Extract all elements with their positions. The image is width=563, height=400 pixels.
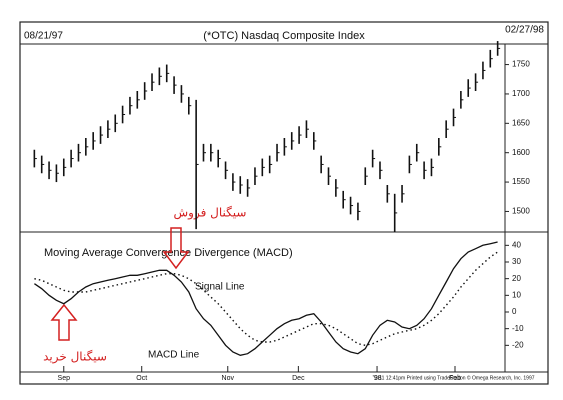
series-label: MACD Line xyxy=(148,350,200,361)
buy-arrow xyxy=(50,303,78,341)
y-tick-label: 10 xyxy=(512,290,521,299)
x-tick-label: Nov xyxy=(222,375,235,382)
macd-line xyxy=(34,241,498,356)
chart-title: (*OTC) Nasdaq Composite Index xyxy=(203,30,365,42)
x-tick-label: Sep xyxy=(58,375,71,382)
start-date: 08/21/97 xyxy=(24,31,63,42)
y-tick-label: 1750 xyxy=(512,60,530,69)
footer: 3/11 12:41pm Printed using TradeStation … xyxy=(375,374,535,381)
x-tick-label: Dec xyxy=(292,375,305,382)
x-tick-label: '98 xyxy=(372,375,381,382)
frame xyxy=(19,21,549,385)
signal-line xyxy=(34,251,498,347)
y-tick-label: 0 xyxy=(512,307,517,316)
x-tick-label: Feb xyxy=(449,375,461,382)
y-tick-label: 1600 xyxy=(512,148,530,157)
y-tick-label: 30 xyxy=(512,257,521,266)
y-tick-label: -10 xyxy=(512,324,524,333)
y-tick-label: 40 xyxy=(512,240,521,249)
sell-arrow xyxy=(162,227,190,270)
y-tick-label: -20 xyxy=(512,340,524,349)
y-tick-label: 1700 xyxy=(512,89,530,98)
y-tick-label: 20 xyxy=(512,274,521,283)
x-tick-label: Oct xyxy=(136,375,147,382)
y-tick-label: 1550 xyxy=(512,177,530,186)
end-date: 02/27/98 xyxy=(505,25,544,36)
y-tick-label: 1650 xyxy=(512,118,530,127)
y-tick-label: 1500 xyxy=(512,207,530,216)
series-label: Signal Line xyxy=(195,282,245,293)
buy-annotation: سیگنال خرید xyxy=(43,350,107,365)
sell-annotation: سیگنال فروش xyxy=(174,206,247,221)
macd-title: Moving Average Convergence Divergence (M… xyxy=(44,247,293,259)
